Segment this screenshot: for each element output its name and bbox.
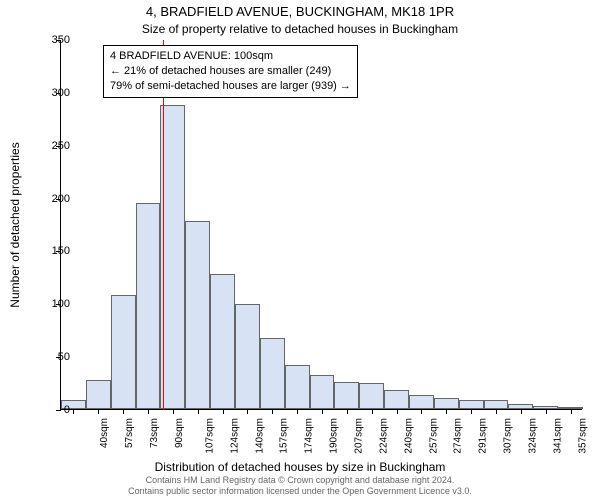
x-tick [347,409,348,414]
histogram-bar [334,382,359,409]
x-tick-label: 157sqm [279,418,290,454]
x-tick-label: 140sqm [254,418,265,454]
x-tick [123,409,124,414]
y-tick-label: 200 [30,193,70,205]
x-tick [98,409,99,414]
y-tick-label: 350 [30,34,70,46]
histogram-bar [160,105,185,409]
x-tick [297,409,298,414]
x-tick [372,409,373,414]
plot-area: 4 BRADFIELD AVENUE: 100sqm← 21% of detac… [60,40,582,410]
y-axis-label: Number of detached properties [8,142,22,307]
x-tick [421,409,422,414]
histogram-bar [310,375,335,409]
y-tick-label: 300 [30,87,70,99]
x-tick-label: 224sqm [378,418,389,454]
x-tick [198,409,199,414]
x-tick-label: 73sqm [149,418,160,448]
x-tick [446,409,447,414]
x-tick-label: 240sqm [403,418,414,454]
histogram-bar [434,398,459,409]
annotation-box: 4 BRADFIELD AVENUE: 100sqm← 21% of detac… [103,45,358,98]
x-tick-label: 207sqm [354,418,365,454]
annotation-line-1: 4 BRADFIELD AVENUE: 100sqm [110,49,351,64]
x-tick [173,409,174,414]
histogram-bar [459,400,484,410]
x-tick-label: 324sqm [528,418,539,454]
x-tick [73,409,74,414]
histogram-bar [384,390,409,409]
histogram-bar [260,338,285,409]
x-tick-label: 90sqm [174,418,185,448]
page-title: 4, BRADFIELD AVENUE, BUCKINGHAM, MK18 1P… [0,4,600,19]
footer-line-2: Contains public sector information licen… [0,486,600,497]
x-tick-label: 291sqm [478,418,489,454]
x-tick [223,409,224,414]
x-tick-label: 357sqm [577,418,588,454]
x-tick [471,409,472,414]
x-tick-label: 274sqm [453,418,464,454]
footer-line-1: Contains HM Land Registry data © Crown c… [0,475,600,486]
annotation-line-3: 79% of semi-detached houses are larger (… [110,79,351,94]
histogram-bar [136,203,161,409]
x-tick-label: 57sqm [124,418,135,448]
histogram-bar [210,274,235,409]
x-tick [571,409,572,414]
x-tick [322,409,323,414]
histogram-chart: 4 BRADFIELD AVENUE: 100sqm← 21% of detac… [60,40,582,410]
footer-attribution: Contains HM Land Registry data © Crown c… [0,475,600,497]
x-tick [148,409,149,414]
annotation-line-2: ← 21% of detached houses are smaller (24… [110,64,351,79]
x-tick-label: 40sqm [99,418,110,448]
histogram-bar [359,383,384,409]
x-tick-label: 107sqm [204,418,215,454]
x-axis-label: Distribution of detached houses by size … [0,460,600,474]
x-tick-label: 257sqm [428,418,439,454]
histogram-bar [185,221,210,409]
y-tick-label: 50 [30,351,70,363]
x-tick-label: 124sqm [229,418,240,454]
x-tick-label: 190sqm [329,418,340,454]
histogram-bar [285,365,310,409]
histogram-bar [409,395,434,409]
page-subtitle: Size of property relative to detached ho… [0,22,600,36]
y-tick-label: 250 [30,140,70,152]
histogram-bar [484,400,509,410]
histogram-bar [86,380,111,409]
x-tick [247,409,248,414]
x-tick [521,409,522,414]
y-tick-label: 0 [30,404,70,416]
x-tick-label: 174sqm [304,418,315,454]
histogram-bar [235,304,260,409]
x-tick [397,409,398,414]
histogram-bar [111,295,136,409]
y-tick-label: 100 [30,298,70,310]
x-tick-label: 307sqm [503,418,514,454]
y-tick-label: 150 [30,245,70,257]
x-tick [272,409,273,414]
x-tick [546,409,547,414]
x-tick [496,409,497,414]
x-tick-label: 341sqm [552,418,563,454]
